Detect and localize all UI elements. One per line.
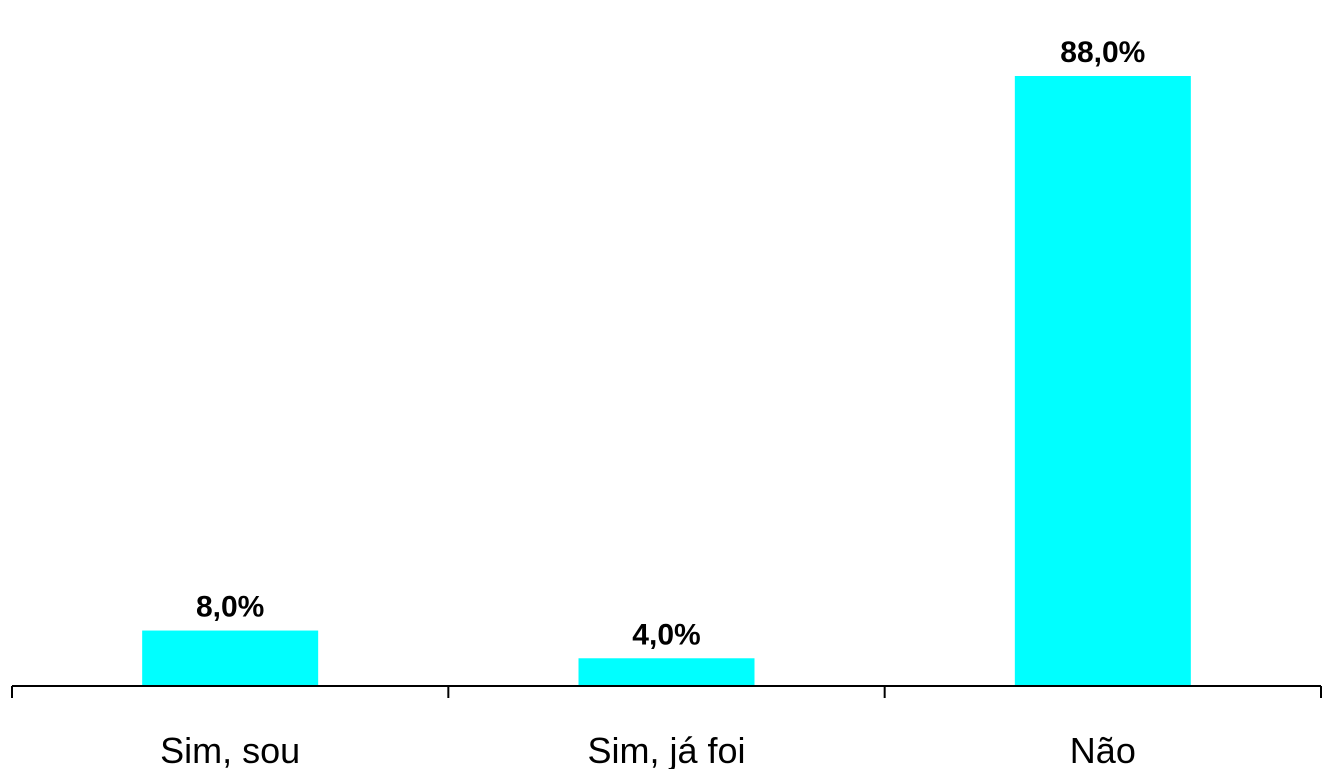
bar-0	[142, 630, 319, 686]
data-label-0: 8,0%	[196, 591, 264, 624]
bar-2	[1014, 76, 1191, 686]
category-label-0: Sim, sou	[160, 730, 300, 769]
data-label-2: 88,0%	[1060, 36, 1145, 69]
x-axis	[11, 685, 1322, 698]
value-labels-group: 8,0% 4,0% 88,0%	[196, 36, 1145, 651]
bars-group	[142, 76, 1191, 686]
category-labels-group: Sim, sou Sim, já foi Não	[160, 730, 1136, 769]
bar-1	[578, 658, 755, 686]
data-label-1: 4,0%	[632, 618, 700, 651]
category-label-1: Sim, já foi	[587, 730, 745, 769]
category-label-2: Não	[1070, 730, 1136, 769]
